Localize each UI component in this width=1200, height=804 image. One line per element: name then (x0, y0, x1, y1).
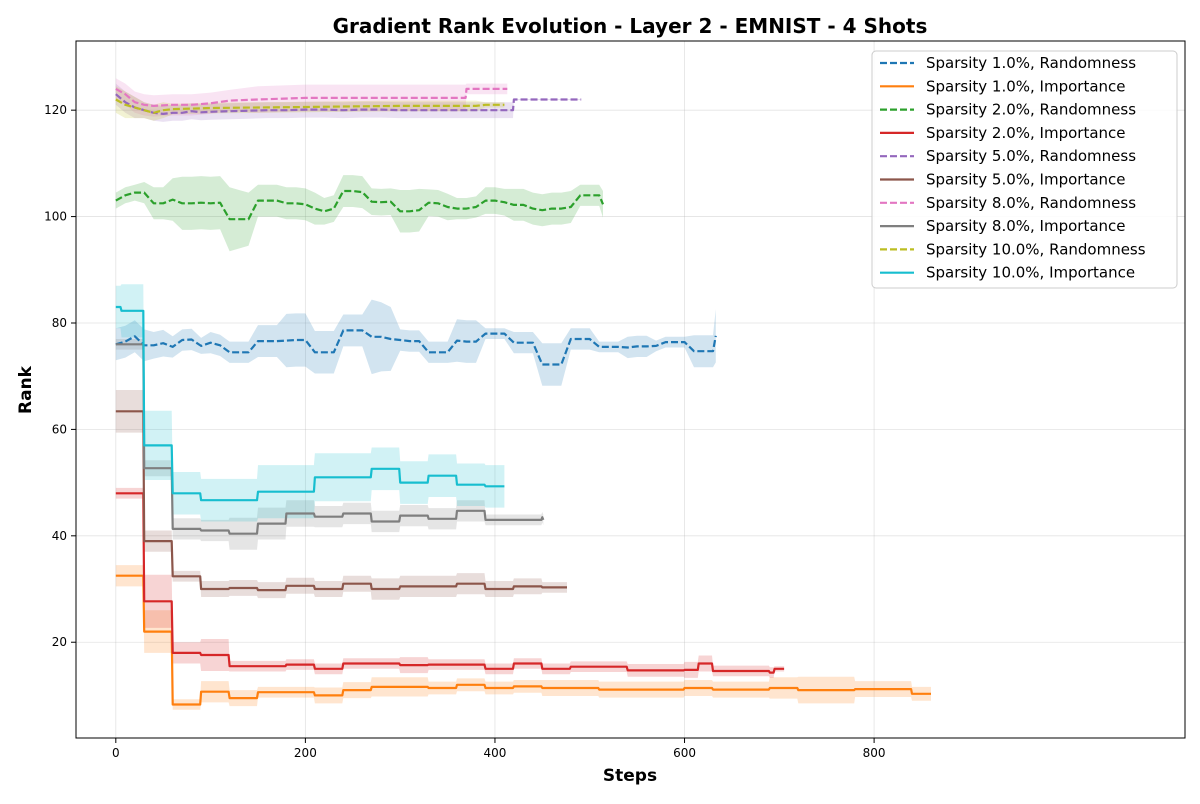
band-sparsity-2-0-importance (115, 487, 785, 678)
legend-item: Sparsity 2.0%, Randomness (880, 101, 1136, 119)
legend-item: Sparsity 1.0%, Randomness (880, 54, 1136, 72)
band-sparsity-5-0-randomness (115, 83, 582, 122)
x-tick-label: 400 (484, 746, 507, 760)
chart-title: Gradient Rank Evolution - Layer 2 - EMNI… (333, 14, 928, 38)
legend-label: Sparsity 5.0%, Importance (926, 171, 1126, 189)
legend-label: Sparsity 5.0%, Randomness (926, 147, 1136, 165)
legend-item: Sparsity 2.0%, Importance (880, 124, 1126, 142)
legend-item: Sparsity 1.0%, Importance (880, 77, 1126, 95)
legend-item: Sparsity 10.0%, Importance (880, 264, 1135, 282)
y-tick-label: 40 (52, 529, 67, 543)
line-sparsity-2-0-randomness (115, 189, 605, 221)
band-sparsity-1-0-importance (115, 565, 932, 710)
confidence-bands (115, 78, 932, 710)
line-sparsity-1-0-importance (115, 574, 931, 706)
legend-frame (871, 50, 1178, 289)
legend-label: Sparsity 1.0%, Importance (926, 77, 1126, 95)
line-sparsity-10-0-randomness (115, 98, 505, 114)
line-sparsity-2-0-importance (115, 492, 785, 674)
line-sparsity-10-0-importance (115, 305, 505, 502)
x-axis-label: Steps (603, 766, 657, 786)
legend-item: Sparsity 5.0%, Importance (880, 171, 1126, 189)
legend-label: Sparsity 2.0%, Randomness (926, 101, 1136, 119)
y-tick-label: 120 (44, 103, 67, 117)
y-tick-label: 80 (52, 316, 67, 330)
legend-item: Sparsity 8.0%, Importance (880, 217, 1126, 235)
y-tick-label: 20 (52, 635, 67, 649)
y-tick-label: 60 (52, 422, 67, 436)
band-sparsity-2-0-randomness (115, 175, 604, 252)
band-sparsity-8-0-importance (115, 339, 544, 550)
axis-ticks: 0 200 400 600 800 20 40 60 80 100 120 (44, 103, 885, 760)
legend-label: Sparsity 8.0%, Importance (926, 217, 1126, 235)
legend-label: Sparsity 8.0%, Randomness (926, 194, 1136, 212)
legend-item: Sparsity 10.0%, Randomness (880, 240, 1146, 258)
legend: Sparsity 1.0%, Randomness Sparsity 1.0%, … (871, 50, 1178, 289)
x-tick-label: 0 (112, 746, 120, 760)
legend-label: Sparsity 1.0%, Randomness (926, 54, 1136, 72)
series-lines (115, 87, 931, 706)
line-sparsity-8-0-randomness (115, 87, 508, 107)
line-sparsity-1-0-randomness (115, 329, 717, 366)
x-tick-label: 600 (673, 746, 696, 760)
legend-label: Sparsity 2.0%, Importance (926, 124, 1126, 142)
plot-frame (75, 40, 1186, 739)
y-tick-label: 100 (44, 210, 67, 224)
legend-label: Sparsity 10.0%, Randomness (926, 240, 1146, 258)
x-tick-label: 200 (294, 746, 317, 760)
legend-item: Sparsity 5.0%, Randomness (880, 147, 1136, 165)
y-axis-label: Rank (16, 365, 36, 414)
line-sparsity-8-0-importance (115, 343, 545, 535)
line-sparsity-5-0-importance (115, 410, 567, 592)
legend-label: Sparsity 10.0%, Importance (926, 264, 1135, 282)
line-sparsity-5-0-randomness (115, 93, 582, 115)
x-tick-label: 800 (863, 746, 886, 760)
band-sparsity-5-0-importance (115, 390, 568, 600)
legend-item: Sparsity 8.0%, Randomness (880, 194, 1136, 212)
band-sparsity-1-0-randomness (115, 299, 716, 386)
band-sparsity-10-0-importance (115, 284, 505, 522)
